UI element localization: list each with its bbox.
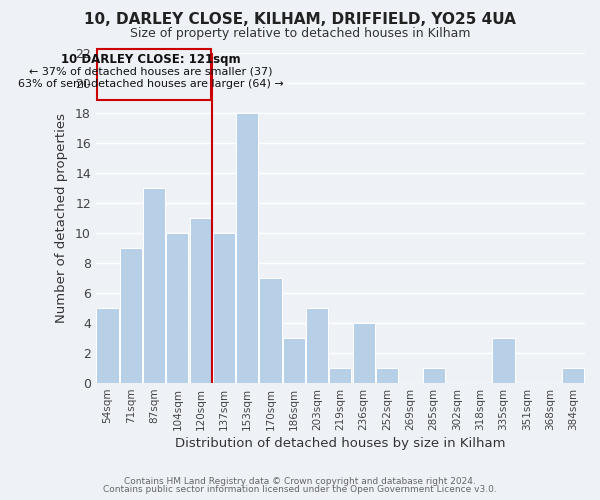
Text: 10 DARLEY CLOSE: 121sqm: 10 DARLEY CLOSE: 121sqm [61, 53, 241, 66]
Bar [166, 233, 188, 383]
Text: 63% of semi-detached houses are larger (64) →: 63% of semi-detached houses are larger (… [18, 79, 283, 89]
Text: Size of property relative to detached houses in Kilham: Size of property relative to detached ho… [130, 28, 470, 40]
Y-axis label: Number of detached properties: Number of detached properties [55, 113, 68, 323]
Bar [120, 248, 142, 383]
Bar [306, 308, 328, 383]
Text: Contains HM Land Registry data © Crown copyright and database right 2024.: Contains HM Land Registry data © Crown c… [124, 477, 476, 486]
Bar [236, 112, 259, 383]
Text: 10, DARLEY CLOSE, KILHAM, DRIFFIELD, YO25 4UA: 10, DARLEY CLOSE, KILHAM, DRIFFIELD, YO2… [84, 12, 516, 28]
Bar [213, 233, 235, 383]
Text: ← 37% of detached houses are smaller (37): ← 37% of detached houses are smaller (37… [29, 66, 272, 76]
Bar [283, 338, 305, 383]
Bar [562, 368, 584, 383]
Bar [143, 188, 165, 383]
Bar [376, 368, 398, 383]
Bar [329, 368, 352, 383]
Bar [259, 278, 281, 383]
Text: Contains public sector information licensed under the Open Government Licence v3: Contains public sector information licen… [103, 485, 497, 494]
Bar [190, 218, 212, 383]
Bar [97, 308, 119, 383]
Bar [353, 323, 375, 383]
Bar [493, 338, 515, 383]
Bar [422, 368, 445, 383]
X-axis label: Distribution of detached houses by size in Kilham: Distribution of detached houses by size … [175, 437, 506, 450]
Bar [97, 50, 211, 100]
